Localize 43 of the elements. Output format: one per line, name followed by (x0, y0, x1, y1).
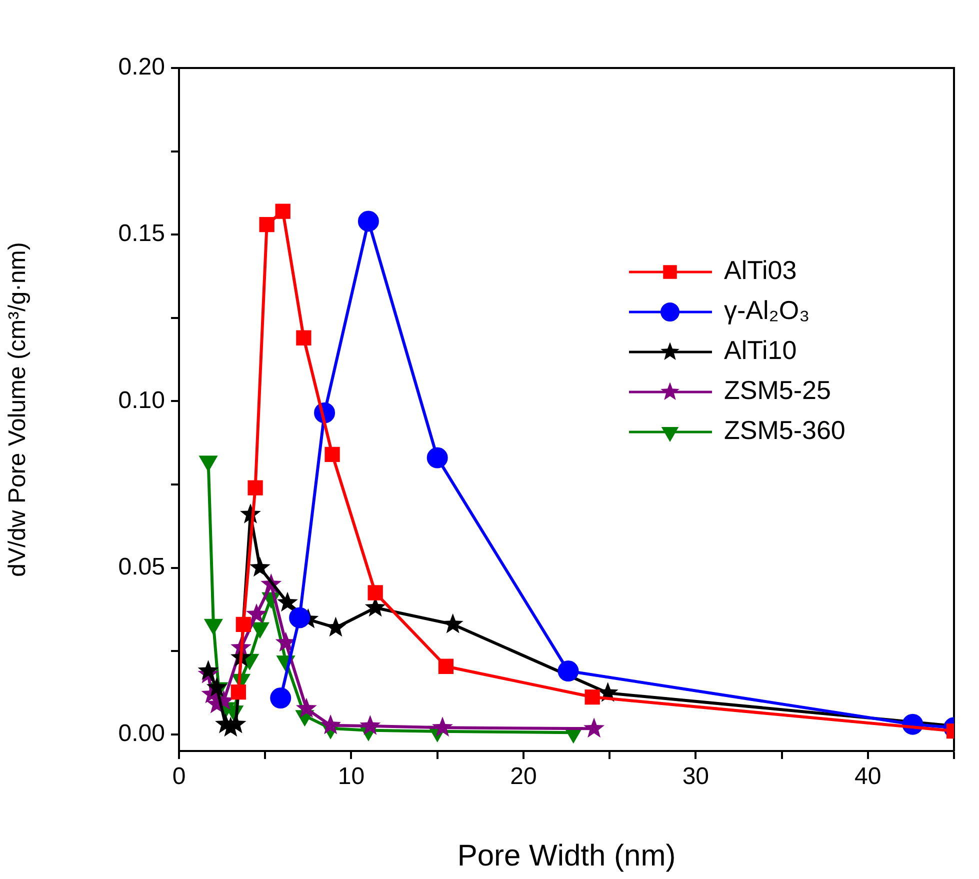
point (270, 688, 292, 709)
point (558, 660, 579, 682)
x-tick-label: 20 (510, 763, 537, 790)
y-tick-label: 0.10 (118, 386, 165, 414)
legend-label: ZSM5-25 (724, 375, 831, 406)
point (432, 716, 453, 737)
point (296, 330, 312, 346)
point (206, 676, 228, 697)
point (236, 616, 251, 632)
y-tick-label: 0.15 (118, 220, 165, 248)
legend-label: ZSM5-360 (724, 415, 846, 446)
legend-label: γ-Al₂O₃ (724, 295, 810, 326)
y-axis-title: dV/dw Pore Volume (cm³/g·nm) (4, 242, 32, 577)
point (584, 689, 600, 705)
legend-label: AlTi10 (724, 335, 797, 366)
y-tick-label: 0.05 (118, 553, 165, 580)
point (248, 480, 263, 496)
point (358, 210, 379, 232)
point (442, 613, 464, 634)
point (230, 684, 246, 700)
x-axis-title: Pore Width (nm) (457, 839, 676, 872)
point (249, 556, 270, 577)
point (426, 447, 448, 468)
y-tick-label: 0.00 (118, 720, 165, 747)
point (320, 714, 342, 734)
point (296, 698, 317, 718)
point (584, 718, 605, 738)
x-tick-label: 30 (682, 763, 710, 790)
point (324, 446, 340, 462)
point (360, 715, 381, 735)
legend-label: AlTi03 (724, 255, 797, 286)
point (198, 660, 219, 680)
x-tick-label: 40 (854, 763, 882, 790)
point (277, 592, 298, 612)
point (368, 585, 383, 600)
point (275, 204, 290, 219)
y-tick-label: 0.20 (118, 54, 165, 81)
point (246, 603, 267, 624)
point (289, 607, 310, 628)
point (438, 658, 454, 674)
point (259, 217, 274, 232)
x-tick-label: 0 (172, 763, 186, 790)
x-tick-label: 10 (338, 763, 365, 790)
